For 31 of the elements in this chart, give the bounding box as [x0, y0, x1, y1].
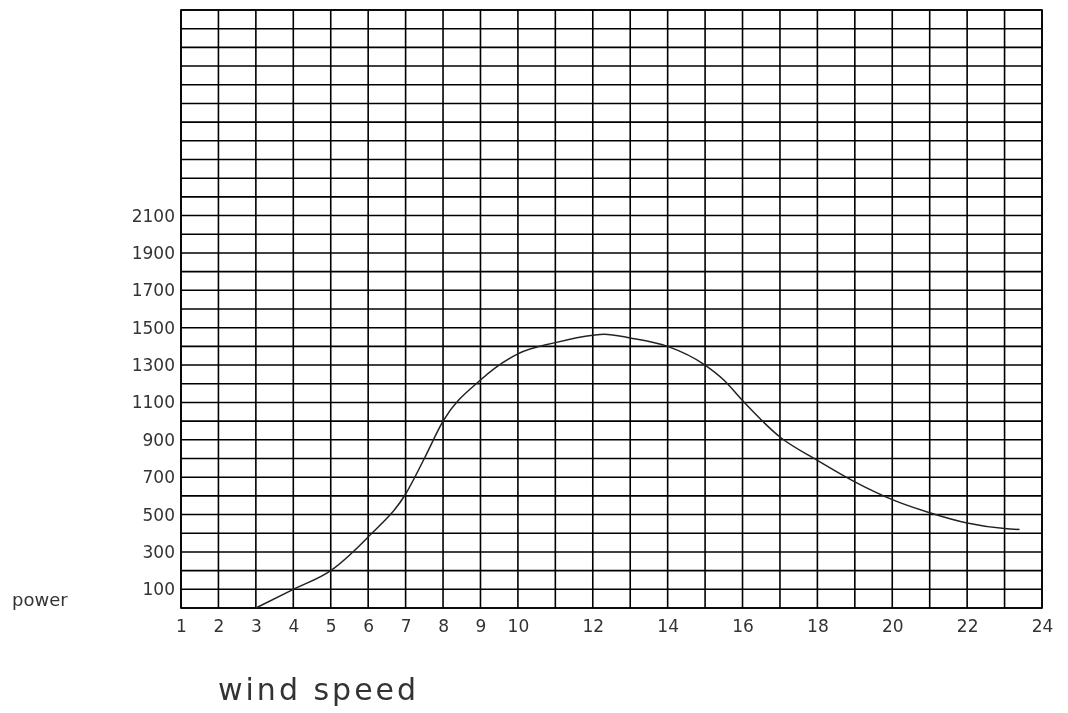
- y-tick-label: 900: [142, 429, 175, 450]
- y-tick-label: 100: [142, 579, 175, 600]
- x-tick-label: 20: [881, 616, 904, 637]
- x-tick-label: 8: [438, 616, 449, 637]
- x-tick-label: 4: [288, 616, 300, 637]
- y-tick-label: 1700: [131, 280, 175, 301]
- x-tick-label: 3: [250, 616, 262, 637]
- y-tick-label: 1100: [131, 392, 175, 413]
- y-tick-label: 1300: [131, 355, 175, 375]
- x-tick-label: 2: [213, 616, 225, 637]
- x-tick-label: 1: [176, 616, 187, 637]
- x-tick-label: 14: [657, 616, 679, 637]
- x-tick-label: 24: [1031, 616, 1054, 637]
- y-tick-label: 500: [142, 504, 175, 525]
- x-tick-label: 22: [956, 616, 979, 637]
- line-series: [255, 333, 1021, 609]
- x-tick-label: 16: [732, 616, 754, 637]
- y-tick-label: 300: [142, 541, 175, 562]
- x-tick-label: 12: [582, 616, 605, 637]
- y-axis-title: power: [12, 589, 69, 610]
- x-tick-label: 6: [363, 616, 375, 637]
- x-tick-label: 7: [400, 616, 412, 637]
- x-tick-label: 18: [807, 616, 829, 637]
- y-tick-label: 700: [142, 467, 175, 488]
- x-tick-label: 9: [475, 616, 487, 637]
- y-tick-label: 1500: [131, 317, 175, 338]
- x-tick-label: 10: [507, 616, 530, 637]
- x-tick-label: 5: [325, 616, 337, 637]
- y-tick-label: 1900: [131, 242, 175, 263]
- x-axis-title: wind speed: [218, 672, 420, 707]
- y-tick-label: 2100: [131, 205, 175, 226]
